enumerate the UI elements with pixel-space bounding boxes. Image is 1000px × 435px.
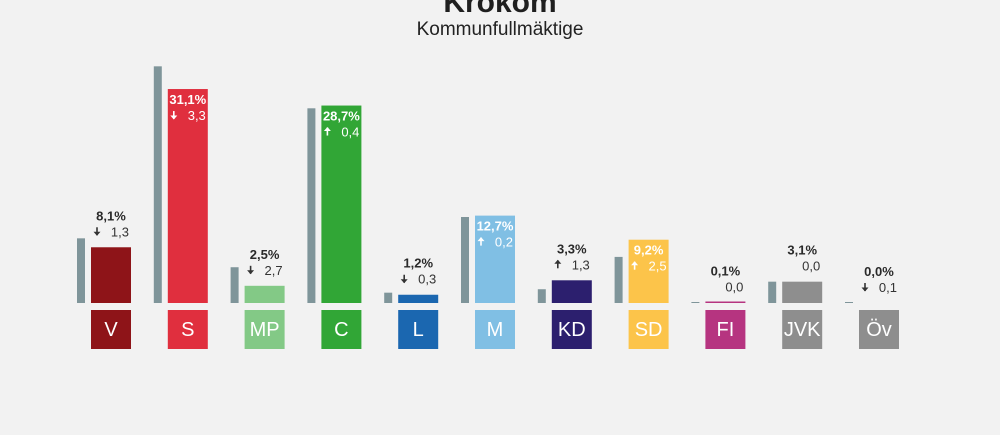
party-box-L bbox=[398, 310, 439, 349]
previous-bar-S bbox=[153, 66, 162, 303]
chart-subtitle: Kommunfullmäktige bbox=[416, 19, 584, 40]
arrow-down-icon bbox=[400, 274, 408, 284]
previous-bar-Öv bbox=[845, 302, 853, 303]
chart-title: Krokom bbox=[443, 0, 557, 19]
bar-KD bbox=[551, 280, 592, 303]
bar-C bbox=[321, 105, 362, 303]
value-label-KD: 3,3% bbox=[557, 241, 587, 256]
category-label-S: S bbox=[181, 319, 194, 341]
bar-V bbox=[91, 247, 131, 303]
arrow-up-icon bbox=[631, 261, 639, 270]
party-box-KD bbox=[551, 310, 592, 349]
change-label-MP: 2,7 bbox=[265, 263, 283, 278]
bar-FI bbox=[705, 301, 746, 303]
arrow-down-icon bbox=[170, 111, 178, 120]
party-box-FI bbox=[705, 310, 746, 349]
category-label-Öv: Öv bbox=[866, 319, 892, 341]
category-label-KD: KD bbox=[558, 319, 586, 341]
arrow-up-icon bbox=[554, 259, 562, 269]
bar-MP bbox=[244, 285, 285, 303]
previous-bar-V bbox=[77, 238, 85, 303]
change-label-JVK: 0,0 bbox=[802, 259, 820, 274]
party-box-SD bbox=[628, 310, 669, 349]
party-box-JVK bbox=[782, 310, 823, 349]
previous-bar-KD bbox=[537, 289, 546, 303]
category-label-FI: FI bbox=[717, 319, 735, 341]
category-label-L: L bbox=[413, 319, 424, 341]
value-label-MP: 2,5% bbox=[250, 247, 280, 262]
previous-bar-L bbox=[384, 292, 393, 303]
value-label-SD: 9,2% bbox=[634, 243, 664, 258]
change-label-KD: 1,3 bbox=[572, 257, 590, 272]
change-label-V: 1,3 bbox=[111, 224, 129, 239]
previous-bar-SD bbox=[614, 256, 623, 303]
party-box-V bbox=[91, 310, 131, 349]
change-label-Öv: 0,1 bbox=[879, 280, 897, 295]
party-box-Öv bbox=[859, 310, 899, 349]
category-label-JVK: JVK bbox=[784, 319, 821, 341]
bar-L bbox=[398, 294, 439, 303]
change-label-L: 0,3 bbox=[418, 272, 436, 287]
category-label-MP: MP bbox=[250, 319, 280, 341]
value-label-L: 1,2% bbox=[403, 256, 433, 271]
change-label-M: 0,2 bbox=[495, 235, 513, 250]
previous-bar-JVK bbox=[768, 281, 777, 303]
party-box-C bbox=[321, 310, 362, 349]
category-label-M: M bbox=[487, 319, 504, 341]
value-label-V: 8,1% bbox=[96, 208, 126, 223]
change-label-C: 0,4 bbox=[341, 125, 359, 140]
value-label-C: 28,7% bbox=[323, 109, 360, 124]
value-label-Öv: 0,0% bbox=[864, 264, 894, 279]
bar-JVK bbox=[782, 281, 823, 303]
value-label-M: 12,7% bbox=[477, 219, 514, 234]
change-label-FI: 0,0 bbox=[725, 279, 743, 294]
category-label-V: V bbox=[104, 319, 118, 341]
category-label-C: C bbox=[334, 319, 348, 341]
value-label-JVK: 3,1% bbox=[787, 243, 817, 258]
arrow-up-icon bbox=[323, 127, 331, 136]
party-box-MP bbox=[244, 310, 285, 349]
bar-SD bbox=[628, 239, 669, 303]
value-label-S: 31,1% bbox=[169, 92, 206, 107]
previous-bar-M bbox=[461, 217, 469, 303]
previous-bar-FI bbox=[691, 302, 700, 303]
change-label-SD: 2,5 bbox=[649, 259, 667, 274]
bar-M bbox=[475, 215, 515, 303]
arrow-down-icon bbox=[247, 265, 255, 275]
party-box-S bbox=[167, 310, 208, 349]
bar-S bbox=[167, 89, 208, 303]
arrow-down-icon bbox=[93, 227, 101, 236]
value-label-FI: 0,1% bbox=[711, 263, 741, 278]
arrow-down-icon bbox=[861, 283, 869, 292]
category-label-SD: SD bbox=[635, 319, 663, 341]
change-label-S: 3,3 bbox=[188, 108, 206, 123]
party-box-M bbox=[475, 310, 515, 349]
previous-bar-C bbox=[307, 108, 316, 304]
previous-bar-MP bbox=[230, 267, 239, 303]
arrow-up-icon bbox=[477, 237, 485, 246]
